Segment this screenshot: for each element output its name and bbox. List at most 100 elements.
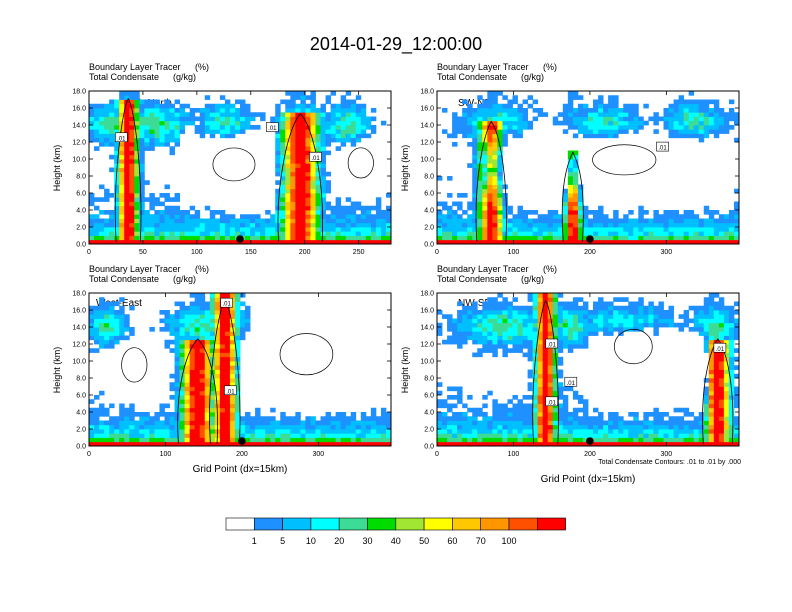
field-cell [109, 314, 115, 319]
field-cell [114, 125, 120, 130]
field-cell [663, 318, 669, 324]
field-cell [492, 210, 498, 215]
field-cell [114, 310, 120, 315]
field-cell [139, 146, 145, 151]
y-tick-label: 18.0 [72, 291, 86, 298]
field-cell [507, 231, 513, 236]
field-cell [159, 429, 165, 434]
field-cell [472, 180, 478, 185]
field-cell [452, 395, 458, 400]
field-cell [280, 150, 286, 156]
field-cell [325, 424, 331, 430]
field-cell [124, 441, 130, 447]
field-cell [502, 103, 508, 109]
field-cell [557, 356, 564, 362]
field-cell [688, 108, 695, 113]
field-cell [718, 369, 725, 375]
x-tick-label: 0 [87, 451, 91, 458]
field-cell [300, 180, 306, 185]
field-cell [234, 310, 241, 315]
field-cell [618, 129, 624, 134]
field-cell [285, 112, 291, 117]
field-cell [598, 125, 604, 130]
field-cell [219, 293, 226, 298]
field-cell [582, 335, 589, 341]
field-cell [385, 227, 392, 232]
field-cell [310, 180, 316, 185]
field-cell [572, 159, 579, 164]
field-cell [129, 112, 135, 117]
field-cell [219, 378, 226, 383]
field-cell [144, 214, 150, 219]
field-cell [144, 416, 150, 421]
field-cell [507, 433, 513, 438]
field-cell [119, 201, 125, 207]
field-cell [149, 142, 155, 147]
field-cell [708, 327, 715, 332]
field-cell [567, 188, 574, 194]
field-cell [89, 305, 95, 311]
field-cell [124, 424, 130, 430]
field-cell [179, 433, 186, 438]
field-cell [255, 416, 261, 421]
field-cell [713, 103, 720, 109]
field-cell [219, 95, 226, 100]
field-cell [713, 395, 720, 400]
colorbar-label: 30 [362, 536, 372, 546]
field-cell [683, 441, 690, 447]
field-cell [194, 407, 201, 413]
field-cell [643, 314, 649, 319]
field-cell [214, 108, 221, 113]
field-cell [452, 412, 458, 417]
field-cell [472, 416, 478, 421]
field-cell [562, 420, 569, 426]
field-cell [335, 103, 342, 109]
panel-nw-se: Boundary Layer Tracer (%) Total Condensa… [400, 264, 740, 485]
field-cell [512, 116, 518, 122]
field-cell [355, 112, 362, 117]
field-cell [502, 227, 508, 232]
field-cell [275, 146, 281, 151]
field-cell [482, 239, 488, 245]
field-cell [462, 235, 468, 241]
field-cell [189, 120, 196, 126]
field-cell [295, 437, 301, 443]
field-cell [380, 218, 387, 224]
field-cell [733, 356, 740, 362]
field-cell [139, 99, 145, 105]
field-cell [547, 335, 554, 341]
field-cell [290, 150, 296, 156]
field-cell [472, 163, 478, 168]
field-cell [134, 116, 140, 122]
field-cell [174, 120, 180, 126]
field-cell [325, 95, 331, 100]
field-cell [643, 318, 649, 324]
field-cell [482, 108, 488, 113]
field-cell [219, 373, 226, 379]
field-cell [290, 95, 296, 100]
field-cell [728, 214, 735, 219]
field-cell [234, 412, 241, 417]
field-cell [577, 227, 584, 232]
field-cell [219, 352, 226, 358]
field-cell [633, 125, 639, 130]
field-cell [497, 412, 503, 417]
field-cell [512, 403, 518, 409]
field-cell [572, 407, 579, 413]
field-cell [320, 137, 326, 143]
field-cell [124, 95, 130, 100]
field-cell [214, 116, 221, 122]
field-cell [320, 222, 326, 228]
field-cell [280, 197, 286, 202]
field-cell [290, 222, 296, 228]
field-cell [598, 412, 604, 417]
field-cell [577, 193, 584, 198]
field-cell [512, 218, 518, 224]
field-cell [613, 125, 619, 130]
field-cell [718, 214, 725, 219]
field-cell [477, 437, 483, 443]
field-cell [497, 327, 503, 332]
field-cell [492, 412, 498, 417]
field-cell [184, 365, 191, 370]
field-cell [89, 197, 95, 202]
